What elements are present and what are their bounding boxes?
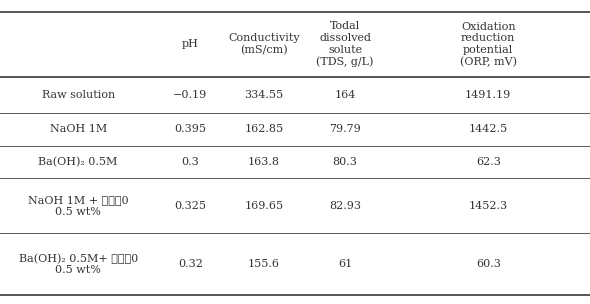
Text: Ba(OH)₂ 0.5M: Ba(OH)₂ 0.5M	[38, 157, 118, 167]
Text: NaOH 1M: NaOH 1M	[50, 124, 107, 134]
Text: Todal
dissolved
solute
(TDS, g/L): Todal dissolved solute (TDS, g/L)	[316, 21, 374, 67]
Text: 1452.3: 1452.3	[468, 201, 508, 211]
Text: 169.65: 169.65	[244, 201, 284, 211]
Text: 82.93: 82.93	[329, 201, 361, 211]
Text: NaOH 1M + 규조턤0
0.5 wt%: NaOH 1M + 규조턤0 0.5 wt%	[28, 195, 129, 216]
Text: 62.3: 62.3	[476, 157, 501, 167]
Text: 79.79: 79.79	[329, 124, 361, 134]
Text: 162.85: 162.85	[244, 124, 284, 134]
Text: 80.3: 80.3	[333, 157, 358, 167]
Text: 61: 61	[338, 259, 352, 269]
Text: Ba(OH)₂ 0.5M+ 규조턤0
0.5 wt%: Ba(OH)₂ 0.5M+ 규조턤0 0.5 wt%	[18, 253, 138, 275]
Text: 1491.19: 1491.19	[465, 90, 512, 100]
Text: pH: pH	[182, 39, 199, 49]
Text: 334.55: 334.55	[244, 90, 284, 100]
Text: 0.32: 0.32	[178, 259, 203, 269]
Text: 0.3: 0.3	[181, 157, 199, 167]
Text: 164: 164	[335, 90, 356, 100]
Text: −0.19: −0.19	[173, 90, 208, 100]
Text: 0.325: 0.325	[174, 201, 206, 211]
Text: 163.8: 163.8	[248, 157, 280, 167]
Text: Conductivity
(mS/cm): Conductivity (mS/cm)	[228, 33, 300, 55]
Text: 60.3: 60.3	[476, 259, 501, 269]
Text: Oxidation
reduction
potential
(ORP, mV): Oxidation reduction potential (ORP, mV)	[460, 22, 517, 67]
Text: 155.6: 155.6	[248, 259, 280, 269]
Text: Raw solution: Raw solution	[41, 90, 115, 100]
Text: 1442.5: 1442.5	[468, 124, 508, 134]
Text: 0.395: 0.395	[174, 124, 206, 134]
